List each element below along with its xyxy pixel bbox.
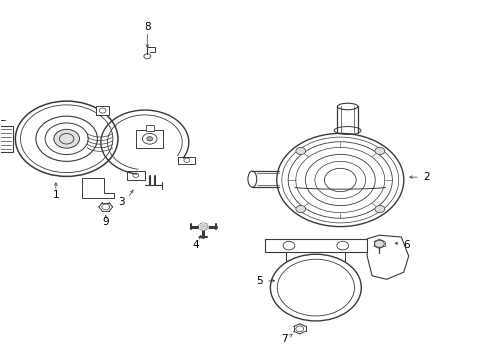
Text: 4: 4 <box>193 240 199 250</box>
Bar <box>136 130 163 148</box>
Circle shape <box>296 147 306 154</box>
Circle shape <box>375 206 385 213</box>
Bar <box>96 106 109 115</box>
Bar <box>265 239 367 252</box>
Text: 2: 2 <box>423 172 430 182</box>
Text: 8: 8 <box>144 22 150 32</box>
Text: 6: 6 <box>403 239 410 249</box>
Text: 3: 3 <box>119 197 125 207</box>
Circle shape <box>375 147 385 154</box>
Bar <box>0 126 13 152</box>
Text: 1: 1 <box>52 190 59 200</box>
Text: 9: 9 <box>102 217 109 227</box>
Circle shape <box>296 206 306 213</box>
Bar <box>146 125 154 131</box>
Text: 7: 7 <box>281 334 288 344</box>
Circle shape <box>147 136 153 141</box>
Circle shape <box>374 240 384 247</box>
Circle shape <box>198 223 208 230</box>
Circle shape <box>54 129 79 148</box>
Text: 5: 5 <box>256 276 263 286</box>
